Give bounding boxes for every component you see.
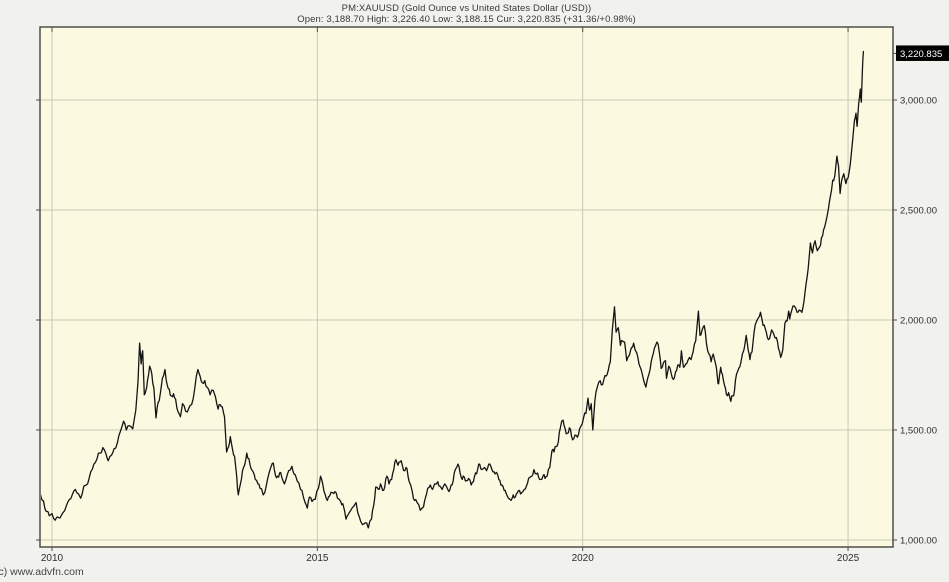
plot-border — [39, 26, 894, 548]
plot-area — [40, 27, 893, 547]
price-line — [41, 50, 865, 529]
chart-subtitle: Open: 3,188.70 High: 3,226.40 Low: 3,188… — [297, 14, 636, 25]
x-axis-label: 2020 — [572, 553, 595, 564]
y-axis-label: 1,000.00 — [900, 535, 937, 546]
x-axis-label: 2025 — [837, 553, 860, 564]
copyright-watermark: (c) www.advfn.com — [0, 566, 84, 578]
y-axis-label: 3,000.00 — [900, 96, 937, 107]
x-axis-label: 2015 — [306, 553, 329, 564]
y-axis-label: 2,000.00 — [900, 315, 937, 326]
current-price-label: 3,220.835 — [900, 49, 942, 60]
chart-title: PM:XAUUSD (Gold Ounce vs United States D… — [341, 3, 592, 14]
current-price-badge — [896, 45, 949, 61]
y-axis-label: 2,500.00 — [900, 206, 937, 217]
x-axis-label: 2010 — [41, 553, 64, 564]
y-axis-label: 1,500.00 — [900, 425, 937, 436]
